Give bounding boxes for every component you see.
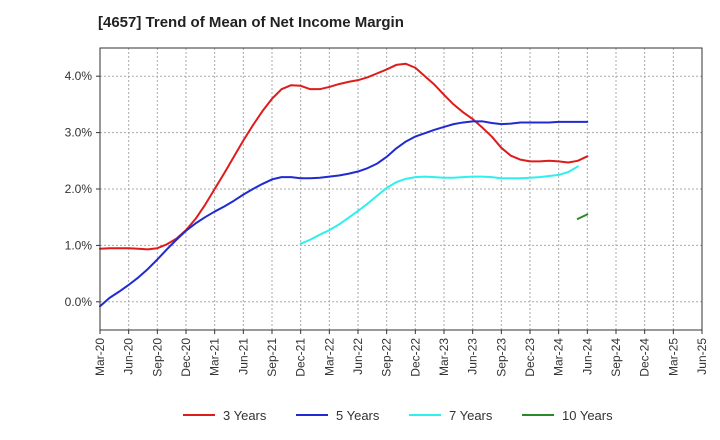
x-tick-label: Sep-24: [609, 338, 623, 377]
x-tick-label: Dec-24: [638, 338, 652, 377]
legend-label-3-years: 3 Years: [223, 408, 267, 423]
x-tick-label: Dec-21: [294, 338, 308, 377]
x-tick-label: Jun-20: [122, 338, 136, 375]
series-layer: [99, 62, 589, 308]
y-tick-label: 2.0%: [65, 182, 93, 196]
x-tick-label: Jun-25: [695, 338, 709, 375]
chart-title: [4657] Trend of Mean of Net Income Margi…: [98, 14, 404, 31]
series-line-10-years: [576, 213, 589, 220]
legend-label-5-years: 5 Years: [336, 408, 380, 423]
plot-frame: [99, 47, 703, 331]
y-tick-label: 1.0%: [65, 238, 93, 252]
x-tick-label: Jun-22: [351, 338, 365, 375]
x-tick-label: Mar-21: [208, 338, 222, 376]
x-tick-label: Mar-24: [552, 338, 566, 376]
x-tick-label: Mar-22: [322, 338, 336, 376]
x-tick-label: Dec-20: [179, 338, 193, 377]
x-tick-label: Sep-20: [150, 338, 164, 377]
y-tick-label: 3.0%: [65, 126, 93, 140]
x-tick-label: Dec-22: [408, 338, 422, 377]
legend-label-10-years: 10 Years: [562, 408, 613, 423]
axis-layer: 0.0% 1.0% 2.0% 3.0% 4.0% Mar-20 Jun-20 Sep-20 De…: [65, 69, 709, 377]
legend-label-7-years: 7 Years: [449, 408, 493, 423]
y-tick-label: 4.0%: [65, 69, 93, 83]
x-tick-label: Sep-22: [380, 338, 394, 377]
legend: 3 Years 5 Years 7 Years 10 Years: [183, 408, 613, 423]
x-tick-label: Dec-23: [523, 338, 537, 377]
x-tick-label: Mar-23: [437, 338, 451, 376]
x-tick-label: Sep-21: [265, 338, 279, 377]
x-tick-label: Jun-23: [466, 338, 480, 375]
x-tick-label: Sep-23: [494, 338, 508, 377]
x-tick-label: Mar-25: [666, 338, 680, 376]
x-tick-label: Jun-21: [236, 338, 250, 375]
series-line-7-years: [299, 165, 579, 245]
x-tick-label: Jun-24: [580, 338, 594, 375]
x-tick-label: Mar-20: [93, 338, 107, 376]
series-line-5-years: [99, 120, 589, 308]
y-tick-label: 0.0%: [65, 295, 93, 309]
